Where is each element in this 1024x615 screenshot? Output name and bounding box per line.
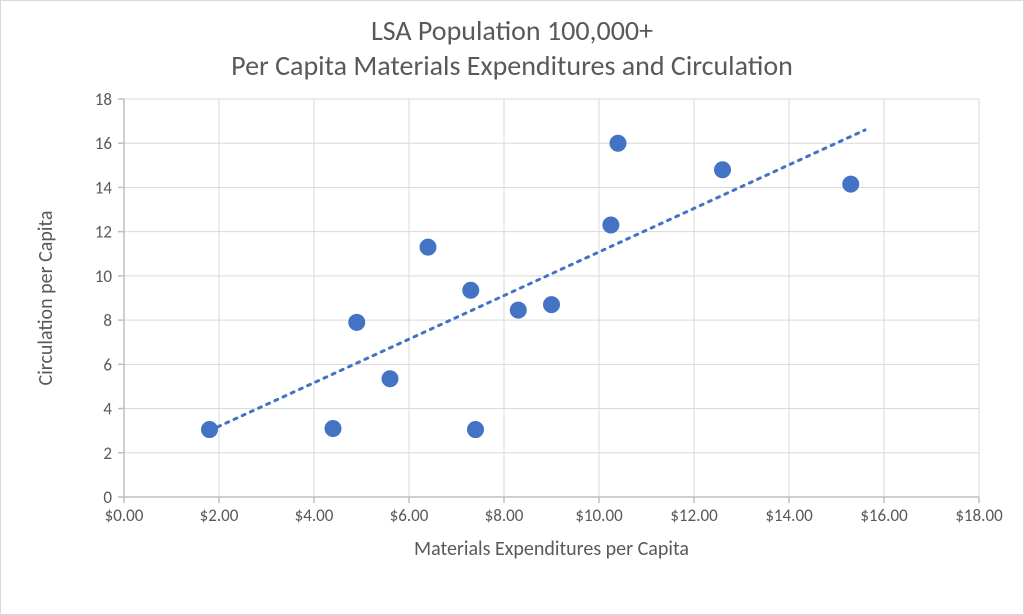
data-point bbox=[715, 162, 731, 178]
data-point bbox=[382, 371, 398, 387]
x-tick-label: $2.00 bbox=[200, 505, 239, 526]
y-tick-label: 4 bbox=[103, 399, 112, 420]
data-point bbox=[610, 135, 626, 151]
data-point bbox=[544, 297, 560, 313]
x-axis-label: Materials Expenditures per Capita bbox=[414, 537, 689, 561]
x-tick-label: $4.00 bbox=[295, 505, 334, 526]
x-tick-label: $12.00 bbox=[670, 505, 718, 526]
data-point bbox=[420, 239, 436, 255]
data-point bbox=[325, 420, 341, 436]
data-point bbox=[202, 422, 218, 438]
chart-area: 024681012141618$0.00$2.00$4.00$6.00$8.00… bbox=[9, 87, 1015, 610]
x-tick-label: $18.00 bbox=[955, 505, 1003, 526]
y-tick-label: 8 bbox=[103, 310, 112, 331]
data-point bbox=[463, 282, 479, 298]
title-line-2: Per Capita Materials Expenditures and Ci… bbox=[231, 48, 793, 83]
y-tick-label: 12 bbox=[95, 222, 112, 243]
y-tick-label: 18 bbox=[95, 89, 112, 110]
y-tick-label: 2 bbox=[103, 443, 112, 464]
data-point bbox=[349, 314, 365, 330]
y-tick-label: 10 bbox=[95, 266, 113, 287]
x-tick-label: $14.00 bbox=[765, 505, 813, 526]
data-point bbox=[843, 176, 859, 192]
x-tick-label: $16.00 bbox=[860, 505, 908, 526]
chart-frame: LSA Population 100,000+ Per Capita Mater… bbox=[0, 0, 1024, 615]
x-tick-label: $6.00 bbox=[390, 505, 429, 526]
y-tick-label: 6 bbox=[103, 354, 112, 375]
x-tick-label: $0.00 bbox=[105, 505, 144, 526]
x-tick-label: $8.00 bbox=[485, 505, 524, 526]
y-tick-label: 14 bbox=[95, 177, 113, 198]
data-point bbox=[468, 422, 484, 438]
y-axis-label: Circulation per Capita bbox=[34, 211, 58, 386]
x-tick-label: $10.00 bbox=[575, 505, 623, 526]
title-line-1: LSA Population 100,000+ bbox=[371, 13, 653, 48]
scatter-chart-svg: 024681012141618$0.00$2.00$4.00$6.00$8.00… bbox=[9, 87, 1015, 587]
data-point bbox=[510, 302, 526, 318]
chart-title: LSA Population 100,000+ Per Capita Mater… bbox=[9, 13, 1015, 83]
y-tick-label: 16 bbox=[95, 133, 113, 154]
data-point bbox=[603, 217, 619, 233]
